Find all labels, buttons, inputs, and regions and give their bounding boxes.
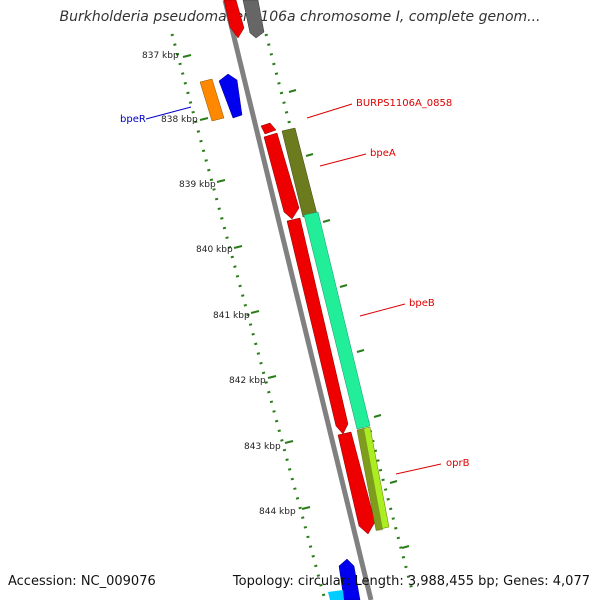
ruler-label: 838 kbp	[161, 115, 198, 125]
ruler-label: 843 kbp	[244, 442, 281, 452]
accession-text: Accession: NC_009076	[8, 574, 156, 589]
left-ruler-ticks	[182, 54, 311, 510]
gene-bpeB-aqua[interactable]	[303, 211, 371, 430]
feature-labels: bpeR BURPS1106A_0858 bpeA bpeB oprB	[120, 98, 470, 469]
chromosome-backbone	[222, 0, 374, 600]
gene-burps1106a-0858[interactable]	[260, 122, 277, 135]
ruler-label: 842 kbp	[229, 376, 266, 386]
gene-top-gray[interactable]	[242, 0, 265, 39]
gene-oprB-red[interactable]	[337, 431, 376, 535]
gene-top-red[interactable]	[223, 0, 245, 39]
leader-bpeB	[359, 303, 406, 317]
ruler-label: 841 kbp	[213, 311, 250, 321]
feature-label-bpeA[interactable]: bpeA	[370, 148, 396, 159]
feature-label-oprB[interactable]: oprB	[446, 458, 470, 469]
leader-oprB	[395, 463, 442, 475]
genome-summary-text: Topology: circular; Length: 3,988,455 bp…	[232, 574, 590, 589]
feature-label-burps1106a-0858[interactable]: BURPS1106A_0858	[356, 98, 452, 109]
leader-bpeA	[319, 153, 367, 167]
map-title: Burkholderia pseudomallei 1106a chromoso…	[59, 9, 541, 25]
ruler-label: 844 kbp	[259, 507, 296, 517]
gene-bpeB-red[interactable]	[286, 217, 349, 435]
gene-oprB-olive[interactable]	[357, 428, 383, 531]
ruler-labels: 837 kbp 838 kbp 839 kbp 840 kbp 841 kbp …	[142, 51, 296, 517]
leader-burps1106a-0858	[306, 103, 353, 119]
feature-label-bpeB[interactable]: bpeB	[409, 298, 435, 309]
gene-bpeA-red[interactable]	[263, 132, 300, 220]
ruler-label: 837 kbp	[142, 51, 179, 61]
ruler-label: 839 kbp	[179, 180, 216, 190]
feature-leaders	[145, 103, 442, 475]
leader-bpeR	[145, 106, 192, 120]
ruler-label: 840 kbp	[196, 245, 233, 255]
gene-bpeR-blue[interactable]	[218, 73, 243, 119]
gene-bottom-cyan[interactable]	[328, 590, 344, 600]
gene-bpeR-orange[interactable]	[199, 78, 225, 122]
right-ruler-ticks	[288, 89, 410, 549]
feature-label-bpeR[interactable]: bpeR	[120, 114, 146, 125]
